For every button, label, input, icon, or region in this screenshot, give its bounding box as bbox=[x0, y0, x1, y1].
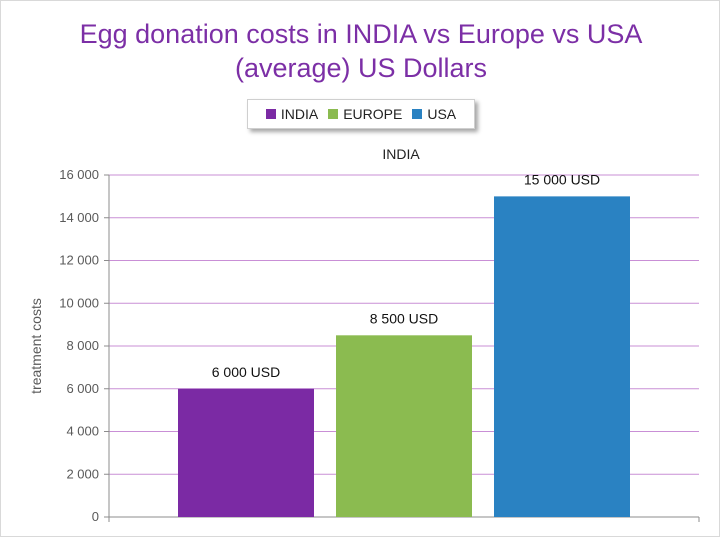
y-tick-label: 8 000 bbox=[66, 338, 99, 353]
legend-item-india: INDIA bbox=[265, 106, 319, 122]
bar-usa bbox=[494, 196, 630, 517]
bar-europe bbox=[336, 335, 472, 517]
data-label-india: 6 000 USD bbox=[212, 364, 280, 380]
legend-swatch-india bbox=[265, 109, 276, 119]
category-label: INDIA bbox=[382, 146, 420, 162]
chart-title-line-2: (average) US Dollars bbox=[234, 53, 488, 83]
y-tick-label: 0 bbox=[92, 509, 99, 524]
legend-label-europe: EUROPE bbox=[343, 106, 403, 122]
data-label-usa: 15 000 USD bbox=[524, 171, 600, 187]
legend-swatch-europe bbox=[328, 109, 339, 119]
legend-label-usa: USA bbox=[427, 106, 457, 122]
chart-title: Egg donation costs in INDIA vs Europe vs… bbox=[1, 17, 720, 85]
y-tick-label: 12 000 bbox=[59, 253, 99, 268]
y-tick-label: 16 000 bbox=[59, 167, 99, 182]
chart-title-line-1: Egg donation costs in INDIA vs Europe vs… bbox=[79, 19, 643, 49]
y-tick-label: 14 000 bbox=[59, 210, 99, 225]
legend-item-europe: EUROPE bbox=[328, 106, 402, 122]
y-tick-label: 4 000 bbox=[66, 424, 99, 439]
bar-india bbox=[178, 388, 314, 517]
data-label-europe: 8 500 USD bbox=[370, 310, 438, 326]
legend-swatch-usa bbox=[412, 109, 423, 119]
chart-legend: INDIA EUROPE USA bbox=[247, 99, 475, 129]
y-axis-label: treatment costs bbox=[28, 298, 44, 394]
y-tick-label: 2 000 bbox=[66, 466, 99, 481]
legend-item-usa: USA bbox=[412, 106, 456, 122]
y-tick-label: 10 000 bbox=[59, 295, 99, 310]
y-tick-label: 6 000 bbox=[66, 381, 99, 396]
legend-label-india: INDIA bbox=[280, 106, 319, 122]
